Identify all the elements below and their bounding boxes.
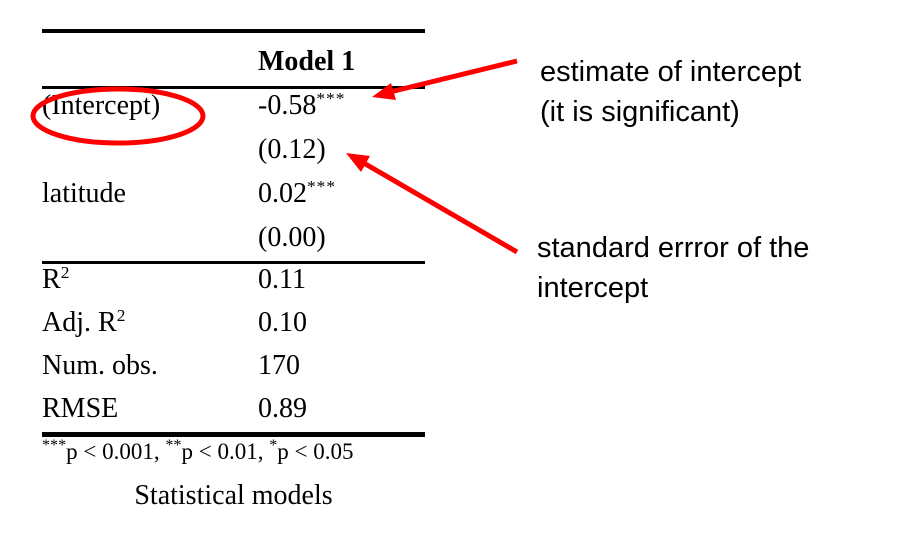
annotation-estimate-line2: (it is significant) — [540, 96, 740, 128]
gof-value: 0.11 — [258, 264, 306, 295]
gof-label-adj-r2: Adj. R2 — [42, 305, 125, 344]
table-caption: Statistical models — [134, 480, 333, 511]
gof-value: 0.10 — [258, 307, 307, 338]
coef-value: 0.02*** — [258, 176, 336, 215]
gof-label-r2: R2 — [42, 262, 69, 301]
annotation-estimate-line1: estimate of intercept — [540, 56, 802, 88]
model-column-header: Model 1 — [258, 46, 356, 77]
gof-label-text: Num. obs. — [42, 350, 158, 381]
significance-stars: *** — [307, 177, 337, 197]
legend-segment: **p < 0.01, — [165, 437, 270, 464]
gof-label-text: R — [42, 264, 61, 295]
stderr-value: (0.12) — [258, 134, 326, 165]
stderr-value: (0.00) — [258, 222, 326, 253]
legend-segment: *p < 0.05 — [269, 437, 354, 464]
annotation-stderr-line2: intercept — [537, 272, 649, 304]
coef-label-intercept: (Intercept) — [42, 90, 161, 121]
significance-stars: *** — [316, 89, 346, 109]
table-row: (0.00) — [0, 220, 440, 256]
gof-value: 170 — [258, 350, 300, 381]
table-bottom-rule — [42, 432, 425, 437]
table-row: RMSE 0.89 — [0, 391, 440, 427]
coef-label-latitude: latitude — [42, 178, 126, 209]
legend-text: p < 0.001, — [66, 439, 166, 464]
annotation-stderr: standard errror of the intercept — [537, 228, 809, 308]
gof-label-text: RMSE — [42, 393, 119, 424]
table-row: (0.12) — [0, 132, 440, 168]
legend-text: p < 0.05 — [277, 439, 354, 464]
table-row: latitude 0.02*** — [0, 176, 440, 212]
legend-stars: ** — [165, 437, 182, 455]
coef-value: -0.58*** — [258, 88, 345, 127]
gof-label-text: Adj. R — [42, 307, 117, 338]
annotation-estimate: estimate of intercept (it is significant… — [540, 52, 801, 132]
table-row: Num. obs. 170 — [0, 348, 440, 384]
gof-value: 0.89 — [258, 393, 307, 424]
table-top-rule — [42, 29, 425, 33]
legend-text: p < 0.01, — [181, 439, 270, 464]
table-gof-rule — [42, 261, 425, 264]
coef-estimate: -0.58 — [258, 90, 317, 121]
significance-legend: ***p < 0.001, **p < 0.01, *p < 0.05 — [42, 437, 353, 470]
annotation-stderr-line1: standard errror of the — [537, 232, 810, 264]
legend-stars: *** — [42, 437, 67, 455]
superscript-two: 2 — [116, 306, 126, 326]
table-row: Adj. R2 0.10 — [0, 305, 440, 341]
legend-stars: * — [269, 437, 278, 455]
gof-label-num-obs: Num. obs. — [42, 348, 158, 387]
table-header-rule — [42, 86, 425, 89]
superscript-two: 2 — [60, 263, 70, 283]
legend-segment: ***p < 0.001, — [42, 437, 166, 464]
table-row: (Intercept) -0.58*** — [0, 88, 440, 124]
table-row: R2 0.11 — [0, 262, 440, 298]
gof-label-rmse: RMSE — [42, 391, 118, 430]
coef-stderr: (0.12) — [258, 132, 326, 171]
coef-estimate: 0.02 — [258, 178, 307, 209]
coef-stderr: (0.00) — [258, 220, 326, 259]
